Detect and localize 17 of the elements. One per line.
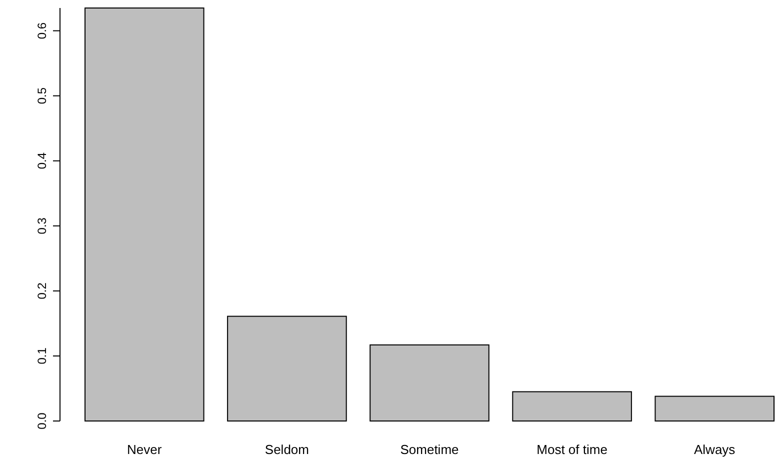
bar bbox=[370, 344, 490, 422]
y-tick-label: 0.1 bbox=[35, 347, 49, 364]
bar bbox=[654, 396, 774, 422]
y-tick-label: 0.3 bbox=[35, 217, 49, 234]
x-tick-label: Sometime bbox=[400, 442, 459, 457]
x-tick-label: Always bbox=[694, 442, 736, 457]
bar bbox=[227, 316, 347, 422]
bar bbox=[512, 391, 632, 422]
y-tick-label: 0.0 bbox=[35, 412, 49, 430]
x-tick-label: Never bbox=[127, 442, 162, 457]
y-tick-label: 0.4 bbox=[35, 152, 49, 170]
bar bbox=[84, 8, 204, 422]
y-tick-label: 0.6 bbox=[35, 22, 49, 40]
y-tick-label: 0.2 bbox=[35, 282, 49, 300]
y-tick-label: 0.5 bbox=[35, 87, 49, 104]
x-tick-label: Seldom bbox=[264, 442, 309, 457]
x-tick-label: Most of time bbox=[536, 442, 608, 457]
